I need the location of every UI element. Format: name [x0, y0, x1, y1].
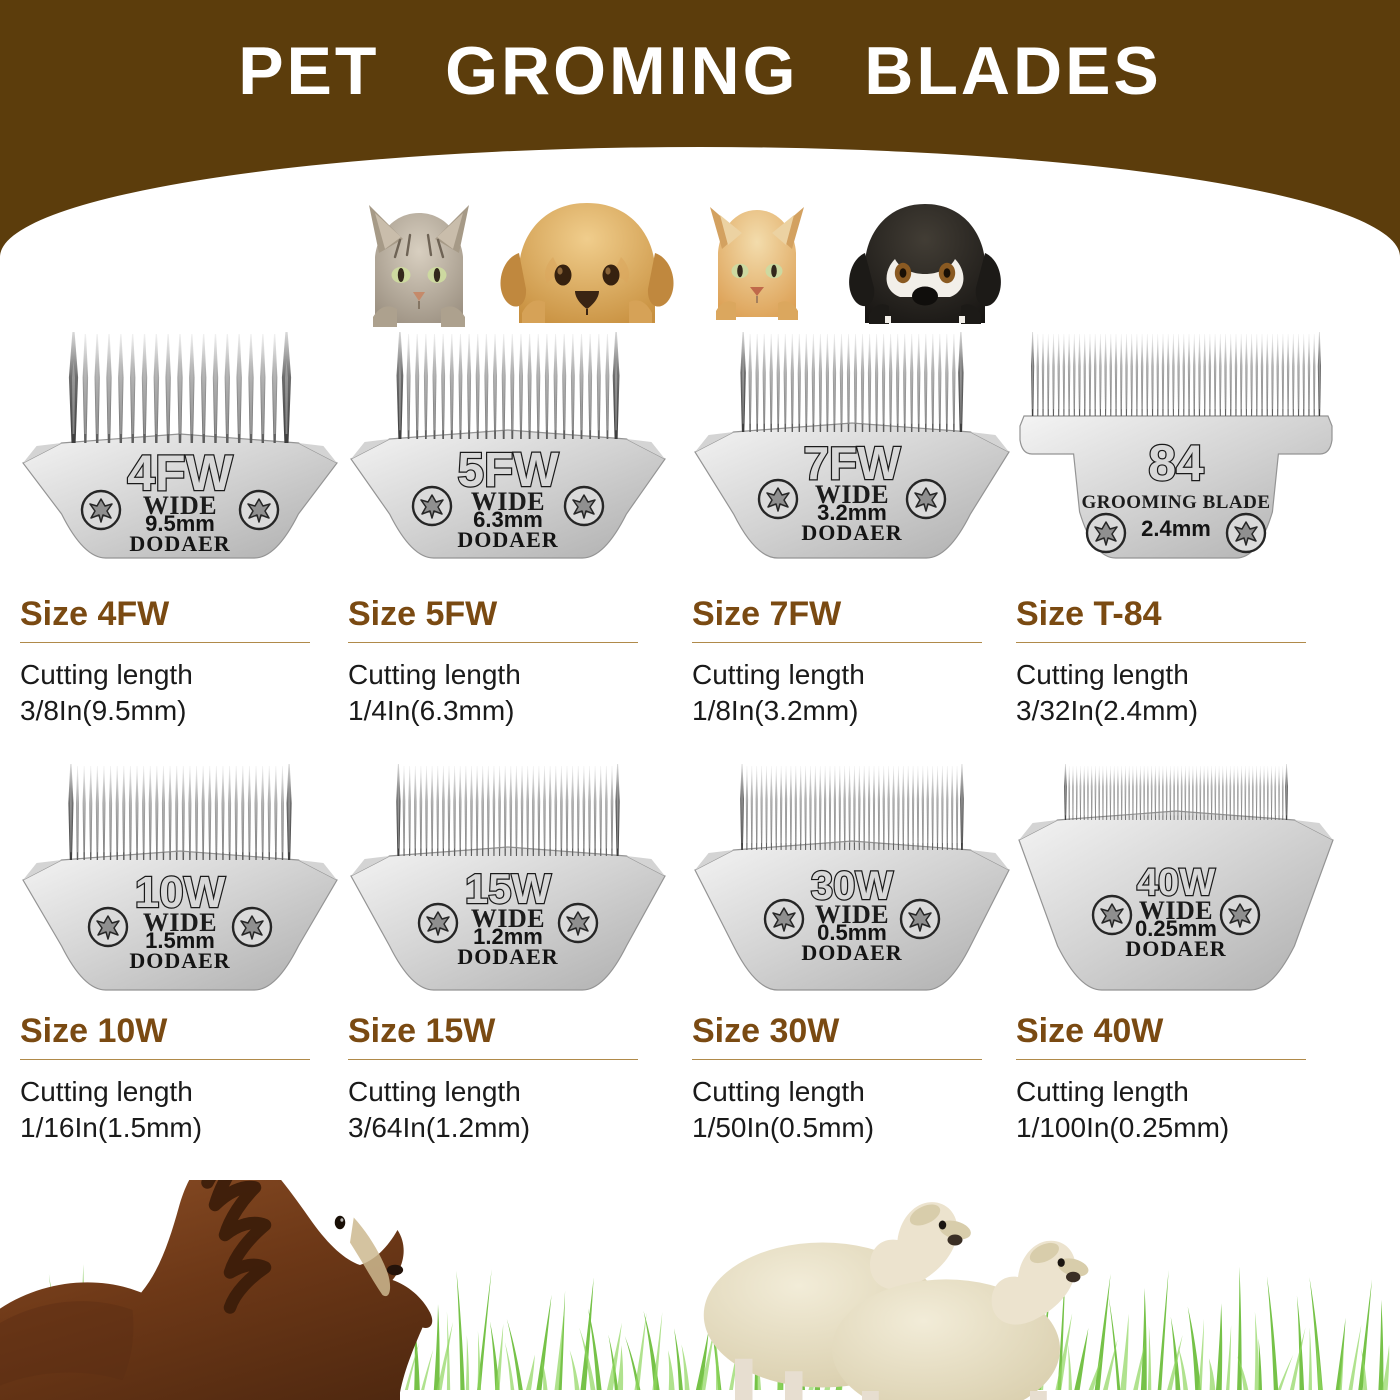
svg-text:DODAER: DODAER: [457, 944, 558, 969]
svg-text:DODAER: DODAER: [1125, 936, 1226, 961]
svg-text:DODAER: DODAER: [801, 520, 902, 545]
svg-text:84: 84: [1148, 435, 1204, 491]
svg-text:DODAER: DODAER: [801, 940, 902, 965]
svg-text:2.4mm: 2.4mm: [1141, 516, 1211, 541]
svg-text:DODAER: DODAER: [457, 527, 558, 552]
svg-text:DODAER: DODAER: [129, 948, 230, 973]
svg-text:DODAER: DODAER: [129, 531, 230, 556]
svg-text:GROOMING BLADE: GROOMING BLADE: [1081, 492, 1270, 513]
